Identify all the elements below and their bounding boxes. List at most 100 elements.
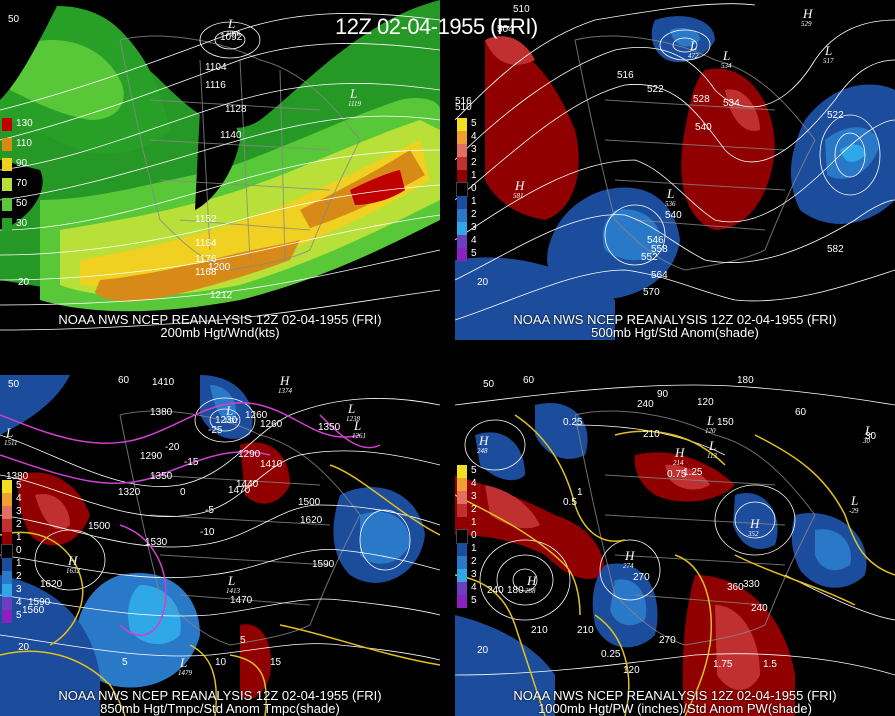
- contour-label: 1290: [238, 449, 261, 460]
- legend-swatch: [2, 138, 12, 151]
- contour-label: 540: [695, 122, 712, 133]
- longitude-label: 60: [118, 375, 130, 386]
- contour-label: 1230: [215, 415, 238, 426]
- contour-label: 1380: [6, 471, 29, 482]
- pressure-center-letter: L: [227, 573, 235, 588]
- legend-label: 2: [471, 504, 477, 515]
- contour-label: 1212: [210, 290, 233, 301]
- contour-label: 1530: [145, 537, 168, 548]
- caption-200mb-source: NOAA NWS NCEP REANALYSIS 12Z 02-04-1955 …: [58, 312, 382, 327]
- legend-swatch: [2, 198, 12, 211]
- pressure-center-value: 517: [823, 57, 834, 65]
- pressure-center-value: 288: [525, 587, 536, 595]
- legend-swatch: [2, 519, 12, 532]
- legend-swatch: [2, 218, 12, 231]
- legend-label: 1: [471, 543, 477, 554]
- pw-label: 0.25: [563, 417, 583, 428]
- legend-swatch: [457, 157, 467, 170]
- legend-label: 3: [16, 506, 22, 517]
- contour-label: 504: [497, 24, 514, 35]
- contour-label: 1590: [28, 597, 51, 608]
- legend-swatch: [2, 532, 12, 545]
- legend-swatch: [457, 569, 467, 582]
- legend-swatch: [457, 131, 467, 144]
- pressure-center-value: 536: [665, 200, 676, 208]
- pressure-center-letter: L: [227, 16, 235, 31]
- contour-label: 1470: [230, 595, 253, 606]
- legend-label: 5: [16, 610, 22, 621]
- pressure-center-letter: L: [179, 655, 187, 670]
- pw-label: 1: [577, 487, 583, 498]
- contour-label: 120: [697, 397, 714, 408]
- legend-200mb: 130 110 90 70 50 30: [2, 118, 42, 278]
- contour-label: 60: [795, 407, 807, 418]
- contour-label: 1152: [195, 214, 217, 225]
- legend-swatch: [456, 529, 468, 544]
- legend-label: 3: [471, 222, 477, 233]
- contour-label: 1500: [88, 521, 111, 532]
- panel-200mb-map: 1092 1104 1116 1128 1140 1152 1164 1176 11681200…: [0, 0, 440, 340]
- contour-label: 240: [487, 585, 504, 596]
- pressure-center-value: 1413: [226, 587, 241, 595]
- legend-label: 90: [16, 158, 28, 169]
- pressure-center-letter: H: [674, 445, 685, 460]
- pressure-center-letter: L: [706, 413, 714, 428]
- pressure-center-letter: L: [689, 38, 697, 53]
- legend-label: 5: [471, 118, 477, 129]
- legend-swatch: [2, 506, 12, 519]
- pressure-center-letter: H: [478, 433, 489, 448]
- contour-label: 522: [827, 110, 844, 121]
- contour-label: 552: [641, 252, 658, 263]
- caption-1000mb-field: 1000mb Hgt/PW (inches)/Std Anom PW(shade…: [538, 701, 812, 716]
- latitude-label: 20: [477, 645, 489, 656]
- temperature-label: -25: [208, 425, 223, 436]
- temperature-label: -20: [165, 442, 180, 453]
- contour-label: 510: [513, 4, 530, 15]
- contour-label: 1104: [205, 62, 227, 73]
- legend-label: 130: [16, 118, 33, 129]
- legend-label: 5: [471, 248, 477, 259]
- pressure-center-letter: H: [526, 573, 537, 588]
- pressure-center-value: 1232: [224, 417, 239, 425]
- legend-swatch: [457, 196, 467, 209]
- panel-1000mb-map: 1802402101501209060303303602702402101801…: [455, 375, 895, 716]
- legend-label: 2: [471, 157, 477, 168]
- contour-label: 1440: [236, 479, 259, 490]
- legend-label: 4: [471, 131, 477, 142]
- pressure-center-value: 113: [707, 452, 717, 460]
- pressure-center-letter: H: [279, 375, 290, 388]
- contour-label: 558: [651, 244, 668, 255]
- pressure-center-letter: H: [624, 548, 635, 563]
- legend-label: 2: [16, 519, 22, 530]
- latitude-label: 50: [8, 14, 20, 25]
- contour-label: 1260: [260, 419, 283, 430]
- legend-500mb: 5 4 3 2 1 0 1 2 3 4 5: [456, 118, 497, 268]
- legend-label: 2: [471, 556, 477, 567]
- pressure-center-value: 1374: [278, 387, 293, 395]
- legend-swatch: [457, 491, 467, 504]
- legend-swatch: [457, 556, 467, 569]
- legend-swatch: [2, 571, 12, 584]
- legend-label: 1: [16, 532, 22, 543]
- pressure-center-value: 248: [477, 447, 488, 455]
- contour-label: 150: [717, 417, 734, 428]
- temperature-label: -5: [205, 505, 214, 516]
- temperature-label: 0: [180, 487, 186, 498]
- contour-label: 90: [657, 389, 669, 400]
- panel-850mb: 1380 1410 1290 1290 1350 1320 1500 1530 1620 1590…: [0, 375, 440, 716]
- contour-label: 528: [693, 94, 710, 105]
- contour-label: 516: [617, 70, 634, 81]
- legend-label: 1: [471, 170, 477, 181]
- pressure-center-value: 1261: [352, 432, 366, 440]
- legend-label: 5: [471, 465, 477, 476]
- pressure-center-value: 120: [705, 427, 716, 435]
- legend-label: 1: [16, 558, 22, 569]
- pressure-center-letter: H: [67, 553, 78, 568]
- legend-label: 0: [471, 183, 477, 194]
- pressure-center-value: 1511: [4, 439, 17, 447]
- legend-label: 3: [471, 144, 477, 155]
- contour-label: 1092: [220, 32, 243, 43]
- pressure-center-value: 30: [862, 437, 871, 445]
- panel-500mb: 510 504 516 522 528 534 540 546 552 558 564 570 582 5…: [455, 0, 895, 340]
